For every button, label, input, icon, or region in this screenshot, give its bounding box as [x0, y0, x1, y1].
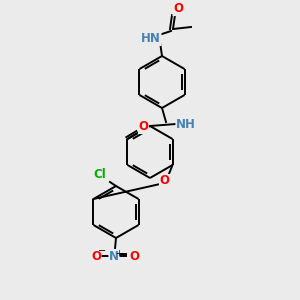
Text: −: −: [98, 246, 106, 256]
Text: O: O: [160, 175, 170, 188]
Text: Cl: Cl: [94, 167, 106, 181]
Text: N: N: [109, 250, 119, 262]
Text: O: O: [129, 250, 139, 262]
Text: O: O: [173, 2, 183, 16]
Text: NH: NH: [176, 118, 196, 130]
Text: HN: HN: [141, 32, 161, 46]
Text: O: O: [139, 121, 148, 134]
Text: +: +: [116, 248, 122, 257]
Text: O: O: [91, 250, 101, 262]
